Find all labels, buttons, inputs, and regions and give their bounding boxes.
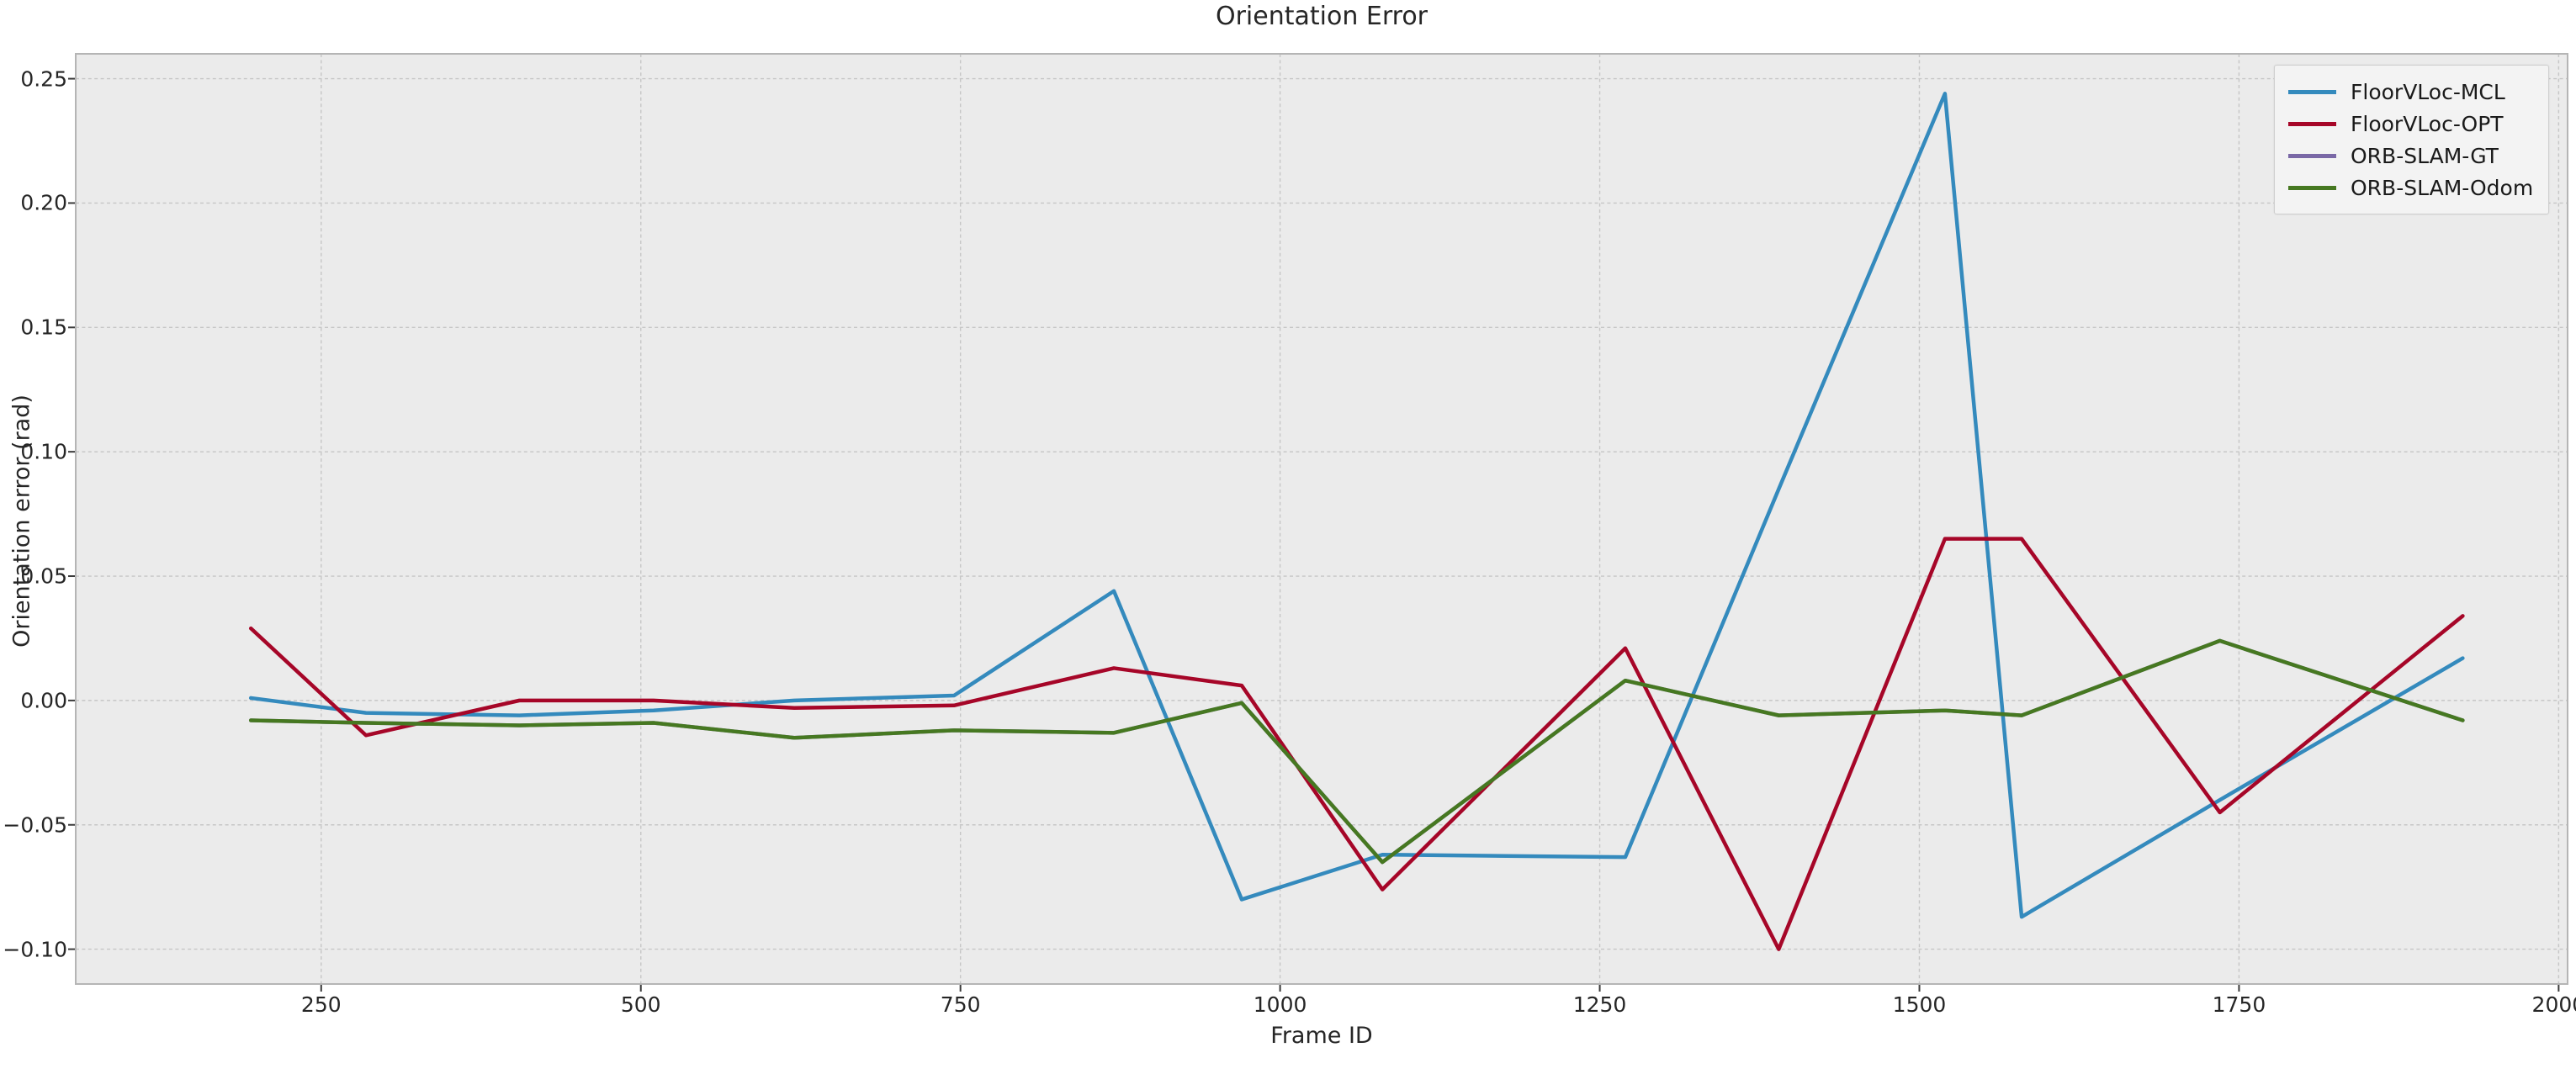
legend: FloorVLoc-MCL FloorVLoc-OPT ORB-SLAM-GT ORB… — [2274, 65, 2550, 214]
tick-marks — [68, 77, 2560, 992]
legend-row: ORB-SLAM-Odom — [2288, 172, 2533, 204]
y-tick-label: −0.05 — [3, 812, 67, 838]
y-tick-label: 0.25 — [20, 66, 67, 92]
y-tick-label: 0.15 — [20, 315, 67, 340]
y-tick-label: −0.10 — [3, 937, 67, 962]
line-floorvloc-mcl — [248, 92, 2465, 919]
x-tick-label: 1500 — [1892, 992, 1947, 1017]
legend-label: ORB-SLAM-Odom — [2351, 175, 2534, 200]
y-tick-label: 0.05 — [20, 563, 67, 589]
x-tick-label: 1000 — [1253, 992, 1307, 1017]
axes-spines — [75, 53, 2568, 985]
legend-swatch-icon — [2288, 121, 2336, 126]
x-axis-label: Frame ID — [1270, 1023, 1373, 1049]
legend-swatch-icon — [2288, 185, 2336, 190]
y-tick-label: 0.20 — [20, 190, 67, 215]
legend-row: FloorVLoc-MCL — [2288, 76, 2533, 108]
x-tick-label: 1250 — [1572, 992, 1627, 1017]
chart-title: Orientation Error — [1215, 2, 1428, 31]
line-orb-slam-odom — [248, 638, 2465, 865]
axes-background — [76, 54, 2568, 984]
gridlines — [76, 54, 2568, 984]
legend-label: ORB-SLAM-GT — [2351, 143, 2499, 168]
series-lines — [248, 92, 2465, 951]
legend-swatch-icon — [2288, 153, 2336, 158]
legend-label: FloorVLoc-MCL — [2351, 79, 2505, 104]
y-tick-label: 0.10 — [20, 439, 67, 464]
y-axis-label: Orientation error (rad) — [8, 394, 35, 648]
x-tick-label: 500 — [620, 992, 661, 1017]
legend-row: ORB-SLAM-GT — [2288, 140, 2533, 172]
line-floorvloc-opt — [248, 537, 2465, 951]
legend-row: FloorVLoc-OPT — [2288, 108, 2533, 140]
x-tick-label: 750 — [940, 992, 981, 1017]
y-tick-label: 0.00 — [20, 688, 67, 713]
x-tick-label: 250 — [300, 992, 342, 1017]
legend-swatch-icon — [2288, 89, 2336, 94]
x-tick-label: 1750 — [2212, 992, 2266, 1017]
legend-label: FloorVLoc-OPT — [2351, 111, 2504, 136]
